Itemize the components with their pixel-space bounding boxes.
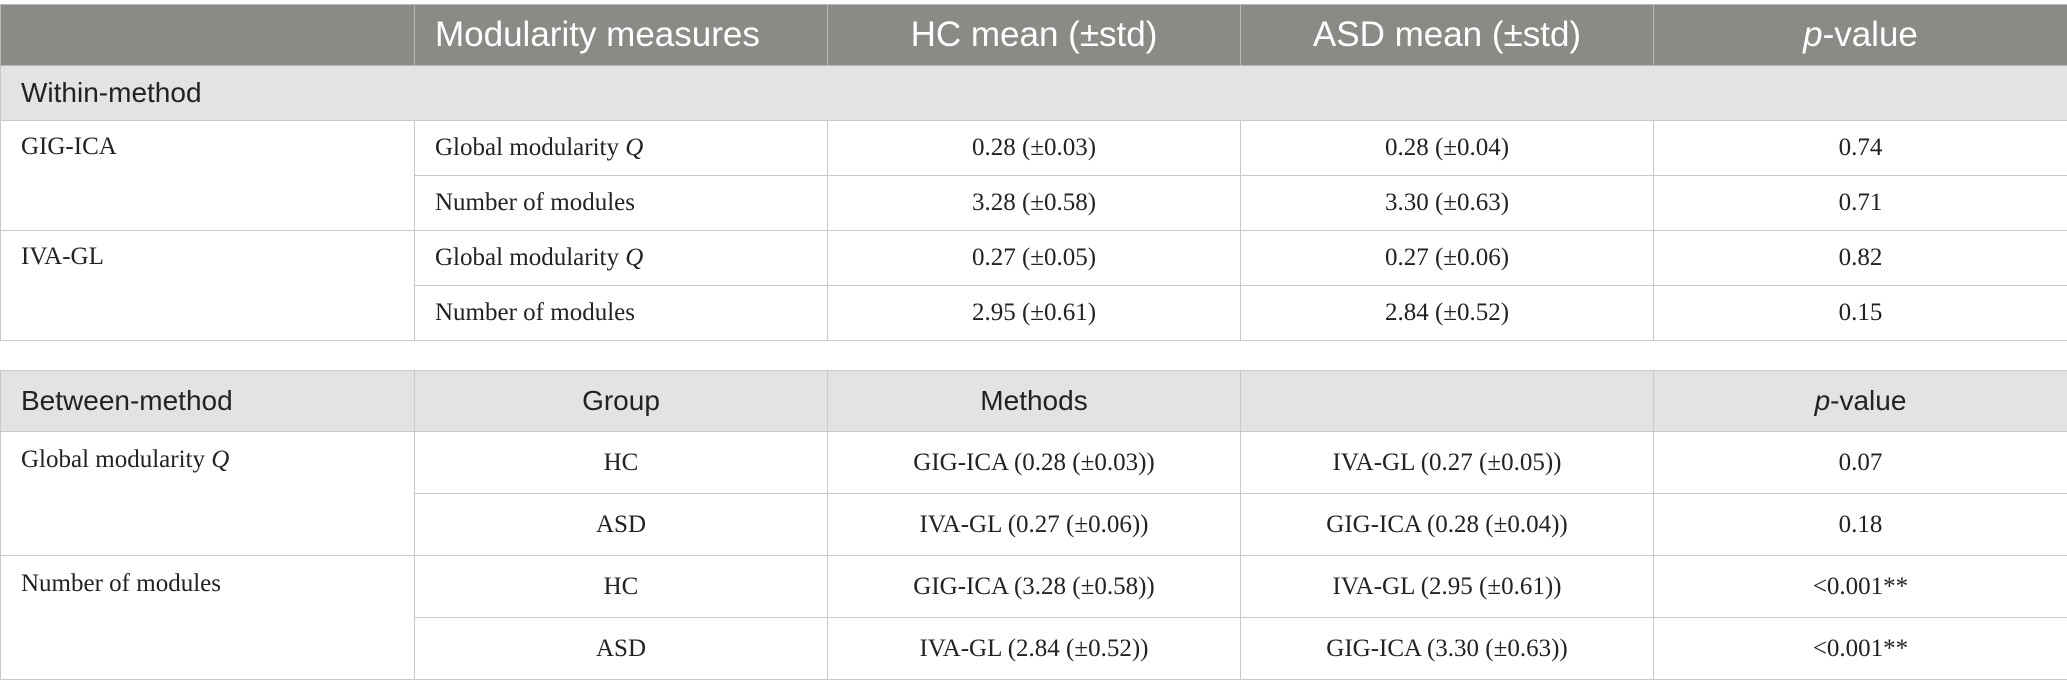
- p-value: 0.18: [1653, 493, 2067, 556]
- measure-cell: Global modularity Q: [414, 120, 828, 176]
- method-a-value: GIG-ICA (0.28 (±0.03)): [827, 431, 1241, 494]
- method-b-value: GIG-ICA (0.28 (±0.04)): [1240, 493, 1654, 556]
- method-b-value: IVA-GL (0.27 (±0.05)): [1240, 431, 1654, 494]
- table-row: ASD IVA-GL (2.84 (±0.52)) GIG-ICA (3.30 …: [1, 617, 2067, 680]
- asd-value: 3.30 (±0.63): [1240, 175, 1654, 231]
- measure-text: Number of modules: [21, 570, 221, 597]
- measure-text: Number of modules: [435, 189, 635, 216]
- section-label: Within-method: [0, 65, 2067, 121]
- table-row: Number of modules 2.95 (±0.61) 2.84 (±0.…: [1, 285, 2067, 341]
- p-value: 0.07: [1653, 431, 2067, 494]
- group-value: ASD: [414, 617, 828, 680]
- within-header-row: Modularity measures HC mean (±std) ASD m…: [0, 4, 2067, 66]
- p-suffix: -value: [1822, 15, 1918, 54]
- table-row: ASD IVA-GL (0.27 (±0.06)) GIG-ICA (0.28 …: [1, 493, 2067, 556]
- p-value: 0.74: [1653, 120, 2067, 176]
- between-header-row: Between-method Group Methods p-value: [0, 370, 2067, 432]
- table-row: Global modularity Q HC GIG-ICA (0.28 (±0…: [0, 431, 2067, 556]
- header-hc-mean: HC mean (±std): [827, 4, 1241, 66]
- measure-cell: Number of modules: [414, 175, 828, 231]
- group-value: HC: [414, 555, 828, 618]
- measure-symbol: Q: [625, 134, 644, 161]
- measure-cell: Number of modules: [414, 285, 828, 341]
- p-value: 0.15: [1653, 285, 2067, 341]
- header-p-value: p-value: [1653, 4, 2067, 66]
- measure-symbol: Q: [625, 244, 644, 271]
- measure-label: Global modularity Q: [0, 431, 415, 556]
- p-symbol: p: [1814, 385, 1831, 416]
- p-value: <0.001**: [1653, 555, 2067, 618]
- p-suffix: -value: [1830, 385, 1907, 416]
- header-modularity-measures: Modularity measures: [414, 4, 828, 66]
- p-value: 0.71: [1653, 175, 2067, 231]
- group-value: ASD: [414, 493, 828, 556]
- measure-text: Global modularity: [435, 244, 626, 271]
- method-b-value: IVA-GL (2.95 (±0.61)): [1240, 555, 1654, 618]
- between-method-table: Between-method Group Methods p-value Glo…: [0, 370, 2067, 680]
- hc-value: 2.95 (±0.61): [827, 285, 1241, 341]
- method-a-value: IVA-GL (0.27 (±0.06)): [827, 493, 1241, 556]
- measure-cell: Global modularity Q: [414, 230, 828, 286]
- header-between-method: Between-method: [0, 370, 415, 432]
- asd-value: 0.27 (±0.06): [1240, 230, 1654, 286]
- header-blank: [0, 4, 415, 66]
- measure-symbol: Q: [211, 446, 230, 473]
- hc-value: 0.27 (±0.05): [827, 230, 1241, 286]
- method-a-value: IVA-GL (2.84 (±0.52)): [827, 617, 1241, 680]
- method-b-value: GIG-ICA (3.30 (±0.63)): [1240, 617, 1654, 680]
- header-blank: [1240, 370, 1654, 432]
- measure-text: Global modularity: [435, 134, 626, 161]
- asd-value: 2.84 (±0.52): [1240, 285, 1654, 341]
- measure-text: Number of modules: [435, 299, 635, 326]
- p-value: 0.82: [1653, 230, 2067, 286]
- table-row: GIG-ICA Global modularity Q 0.28 (±0.03)…: [0, 120, 2067, 231]
- hc-value: 3.28 (±0.58): [827, 175, 1241, 231]
- header-group: Group: [414, 370, 828, 432]
- method-a-value: GIG-ICA (3.28 (±0.58)): [827, 555, 1241, 618]
- within-method-table: Modularity measures HC mean (±std) ASD m…: [0, 4, 2067, 341]
- asd-value: 0.28 (±0.04): [1240, 120, 1654, 176]
- hc-value: 0.28 (±0.03): [827, 120, 1241, 176]
- measure-text: Global modularity: [21, 446, 212, 473]
- table-row: IVA-GL Global modularity Q 0.27 (±0.05) …: [0, 230, 2067, 341]
- table-row: Number of modules HC GIG-ICA (3.28 (±0.5…: [0, 555, 2067, 680]
- header-methods: Methods: [827, 370, 1241, 432]
- header-p-value: p-value: [1653, 370, 2067, 432]
- group-value: HC: [414, 431, 828, 494]
- section-row: Within-method: [0, 65, 2067, 121]
- p-value: <0.001**: [1653, 617, 2067, 680]
- method-label: IVA-GL: [0, 230, 415, 341]
- header-asd-mean: ASD mean (±std): [1240, 4, 1654, 66]
- p-symbol: p: [1803, 15, 1823, 54]
- method-label: GIG-ICA: [0, 120, 415, 231]
- measure-label: Number of modules: [0, 555, 415, 680]
